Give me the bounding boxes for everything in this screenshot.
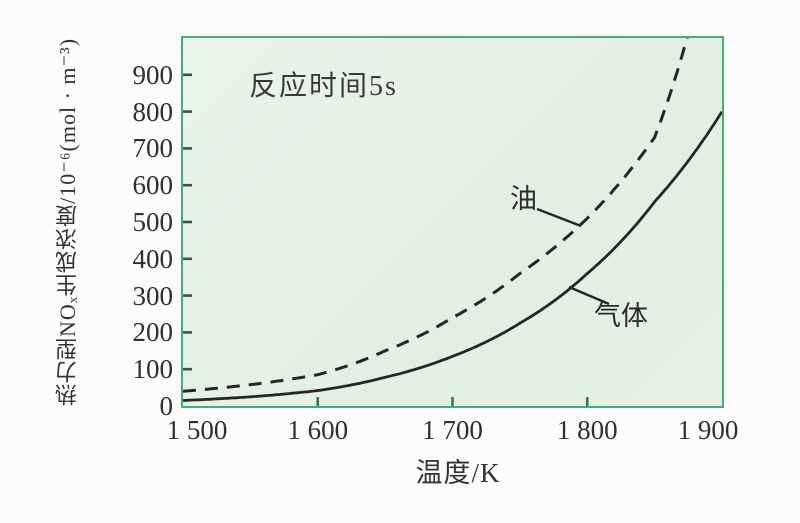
y-tick-label-100: 100	[132, 354, 174, 385]
annotation-reaction-time: 反应时间5s	[249, 71, 398, 102]
oil-curve-label: 油	[510, 184, 537, 214]
y-tick-label-500: 500	[132, 207, 174, 237]
gas-label-leader-line	[568, 285, 610, 306]
y-tick-label-0: 0	[159, 391, 174, 421]
y-tick-label-300: 300	[132, 280, 174, 311]
y-tick-label-800: 800	[132, 96, 174, 127]
plot-canvas	[183, 38, 722, 406]
oil-curve	[183, 38, 689, 393]
y-tick-label-600: 600	[132, 170, 174, 201]
oil-label-leader-line	[536, 207, 582, 228]
x-tick-label-1700: 1 700	[422, 415, 483, 445]
plot-area: 反应时间5s 油 气体	[181, 36, 724, 408]
x-tick-label-1800: 1 800	[556, 415, 618, 445]
y-tick-label-900: 900	[132, 59, 174, 90]
y-tick-label-400: 400	[132, 243, 174, 274]
gas-curve	[183, 110, 722, 402]
x-axis-title: 温度/K	[415, 458, 501, 488]
y-axis-title: 热力型NOₓ生成浓度/10⁻⁶(mol · m⁻³)	[55, 37, 80, 407]
gas-curve-label: 气体	[594, 301, 648, 331]
y-tick-label-700: 700	[132, 133, 174, 164]
x-tick-label-1600: 1 600	[287, 415, 349, 445]
x-tick-label-1900: 1 900	[677, 415, 739, 445]
x-tick-label-1500: 1 500	[166, 415, 228, 445]
y-tick-label-200: 200	[132, 317, 174, 348]
